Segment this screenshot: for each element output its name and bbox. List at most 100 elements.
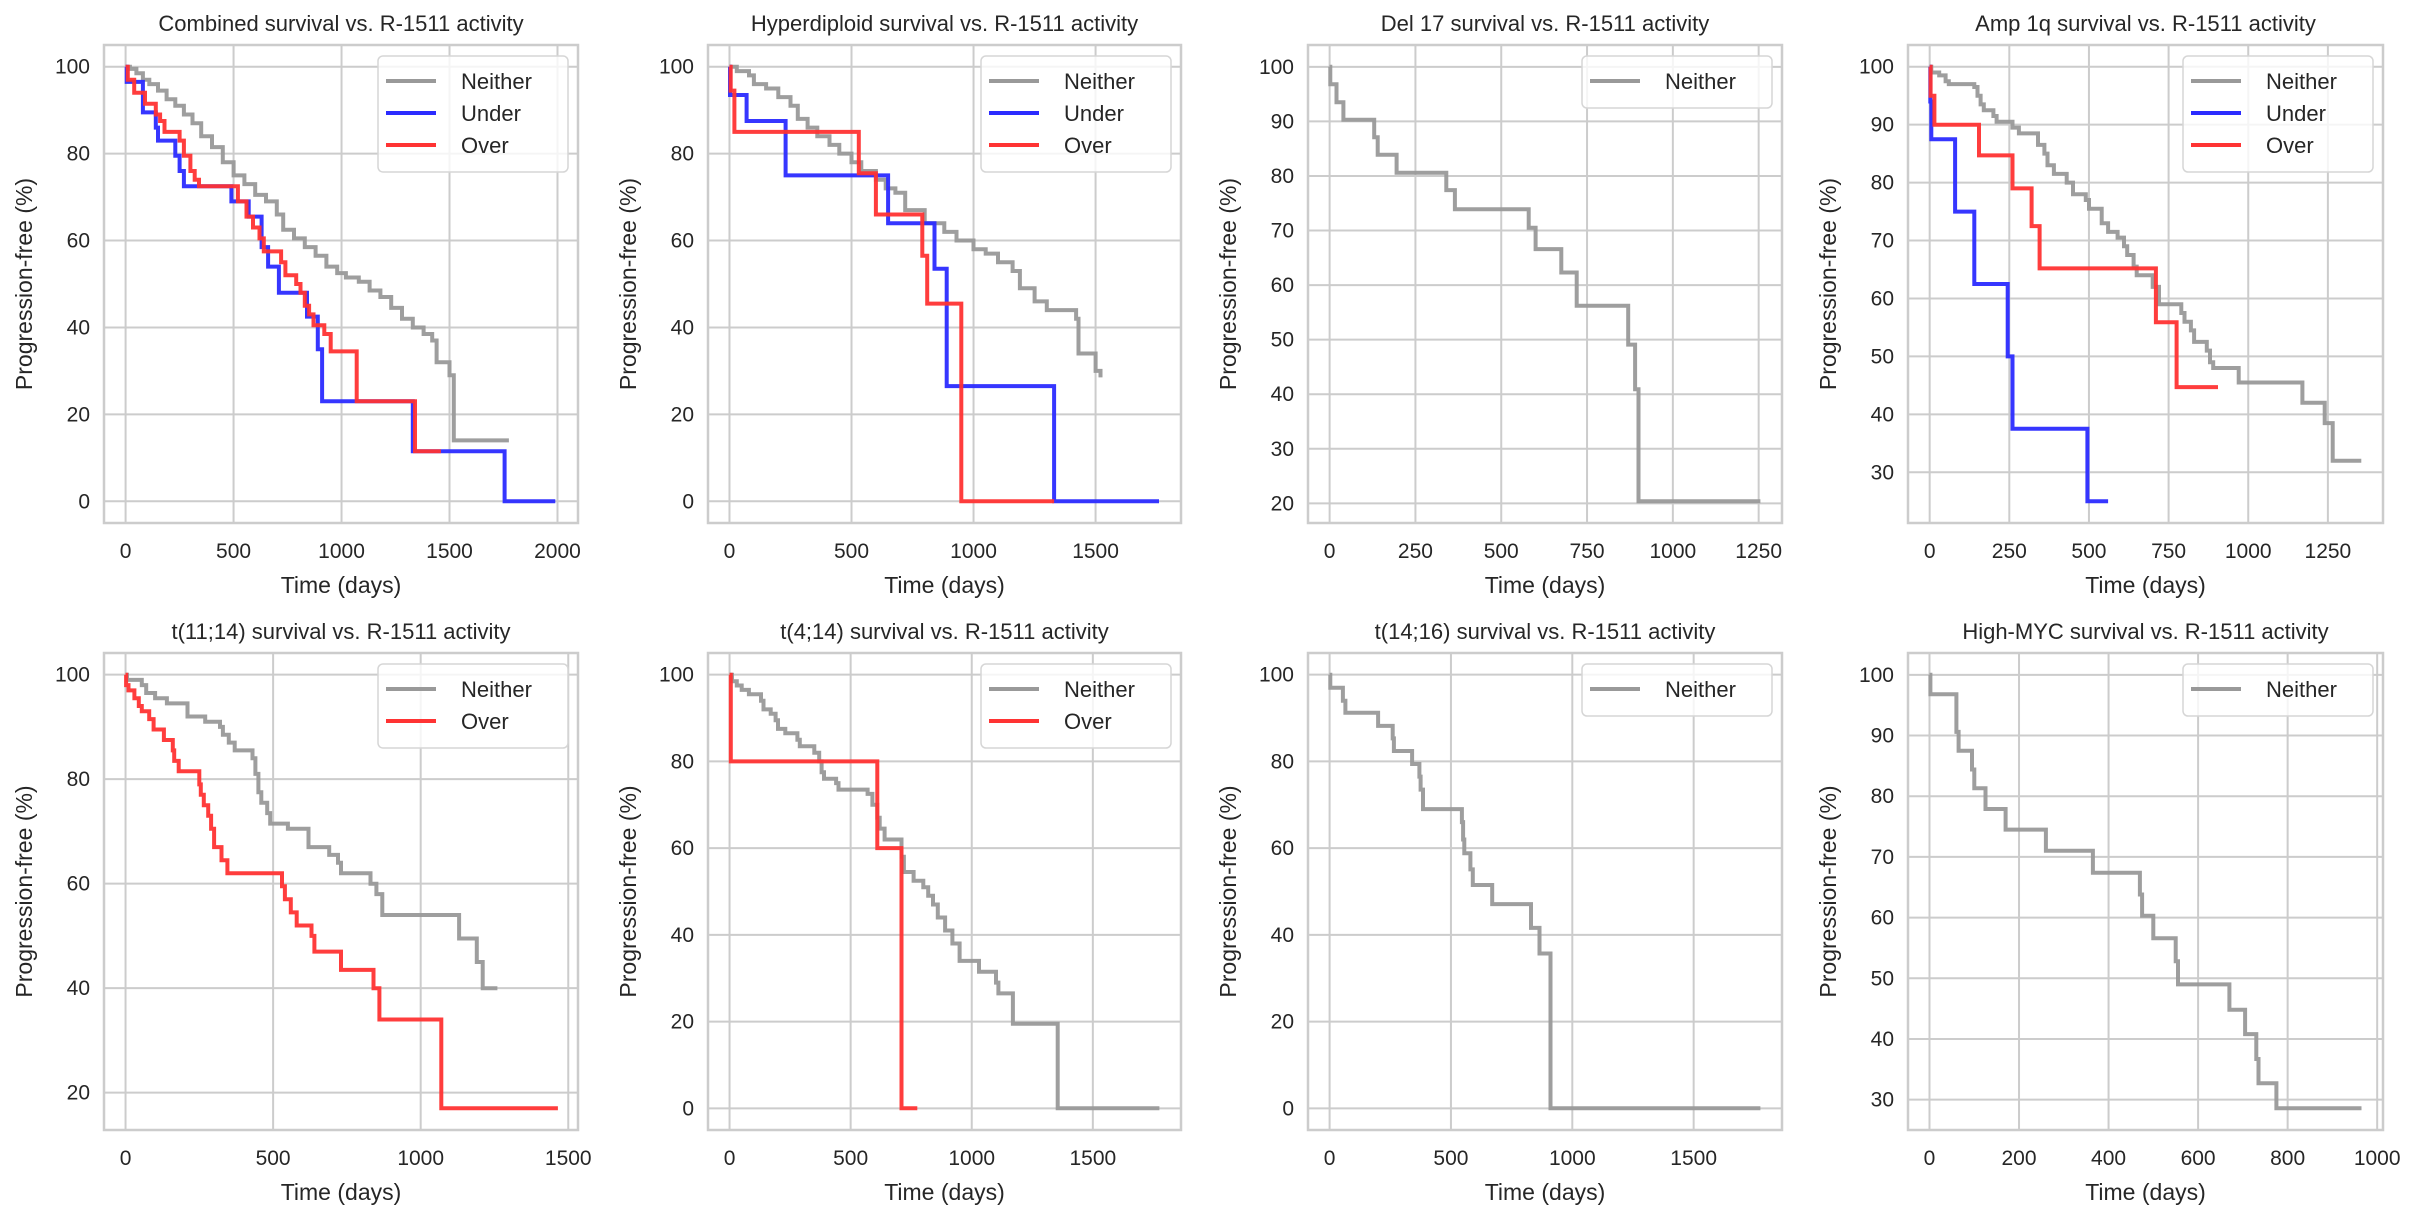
y-tick-label: 60 bbox=[67, 873, 90, 896]
panel-hyperdiploid: 0 500 1000 1500 0 20 40 60 80 100 Hyperdiploid sur… bbox=[615, 11, 1183, 598]
legend-box bbox=[980, 663, 1172, 749]
x-tick-label: 400 bbox=[2091, 1147, 2126, 1170]
x-tick-label: 1000 bbox=[2354, 1147, 2401, 1170]
y-axis-label: Progression-free (%) bbox=[1215, 785, 1241, 997]
x-tick-label: 500 bbox=[1484, 540, 1519, 563]
chart-title: High-MYC survival vs. R-1511 activity bbox=[1962, 619, 2328, 644]
legend: Neither Under Over bbox=[377, 55, 569, 173]
axes-frame bbox=[1906, 43, 2385, 525]
legend-label-neither: Neither bbox=[2266, 69, 2337, 94]
y-tick-label: 80 bbox=[671, 143, 694, 166]
y-tick-label: 40 bbox=[67, 977, 90, 1000]
x-tick-label: 0 bbox=[1324, 540, 1336, 563]
x-tick-label: 1000 bbox=[948, 1147, 995, 1170]
y-tick-label: 60 bbox=[1871, 907, 1894, 930]
x-tick-label: 1500 bbox=[545, 1147, 592, 1170]
y-tick-label: 40 bbox=[671, 316, 694, 339]
y-tick-label: 50 bbox=[1271, 329, 1294, 352]
x-tick-label: 0 bbox=[120, 540, 132, 563]
y-axis-label: Progression-free (%) bbox=[11, 178, 37, 390]
y-axis-label: Progression-free (%) bbox=[1815, 178, 1841, 390]
series-line-neither bbox=[1929, 64, 2362, 463]
x-axis-label: Time (days) bbox=[884, 572, 1005, 598]
y-tick-label: 60 bbox=[1271, 274, 1294, 297]
x-tick-label: 200 bbox=[2002, 1147, 2037, 1170]
y-tick-label: 60 bbox=[1871, 287, 1894, 310]
legend: Neither bbox=[1581, 55, 1773, 109]
y-tick-label: 100 bbox=[659, 56, 694, 79]
y-tick-label: 100 bbox=[55, 56, 90, 79]
legend-label-neither: Neither bbox=[461, 677, 532, 702]
x-axis-label: Time (days) bbox=[1485, 572, 1606, 598]
x-tick-label: 0 bbox=[1924, 1147, 1936, 1170]
series-line-over bbox=[125, 64, 441, 454]
legend-label-neither: Neither bbox=[1064, 69, 1135, 94]
y-tick-label: 60 bbox=[671, 837, 694, 860]
y-tick-label: 90 bbox=[1871, 114, 1894, 137]
series-line-over bbox=[728, 672, 918, 1111]
y-tick-label: 30 bbox=[1871, 1089, 1894, 1112]
x-tick-label: 500 bbox=[1433, 1147, 1468, 1170]
y-tick-label: 80 bbox=[1271, 750, 1294, 773]
chart-title: t(4;14) survival vs. R-1511 activity bbox=[780, 619, 1108, 644]
legend-label-neither: Neither bbox=[461, 69, 532, 94]
chart-title: t(14;16) survival vs. R-1511 activity bbox=[1375, 619, 1716, 644]
panel-amp-1q: 0 250 500 750 1000 1250 30 40 50 60 70 80 90 100 Amp 1… bbox=[1815, 11, 2385, 598]
x-tick-label: 500 bbox=[833, 1147, 868, 1170]
x-axis-label: Time (days) bbox=[281, 572, 402, 598]
y-tick-label: 100 bbox=[1259, 56, 1294, 79]
chart-title: Amp 1q survival vs. R-1511 activity bbox=[1975, 11, 2316, 36]
x-tick-label: 500 bbox=[256, 1147, 291, 1170]
series-line-neither bbox=[1928, 672, 2362, 1111]
legend-box bbox=[2182, 663, 2374, 717]
legend-label-neither: Neither bbox=[2266, 677, 2337, 702]
y-tick-label: 60 bbox=[671, 230, 694, 253]
y-tick-label: 80 bbox=[671, 750, 694, 773]
x-tick-label: 0 bbox=[724, 1147, 736, 1170]
x-tick-label: 2000 bbox=[534, 540, 581, 563]
y-tick-label: 40 bbox=[1871, 403, 1894, 426]
series-line-over bbox=[728, 64, 1055, 504]
legend-label-over: Over bbox=[461, 133, 509, 158]
panel-combined: 0 500 1000 1500 2000 0 20 40 60 80 100 Combined sur… bbox=[11, 11, 581, 598]
y-tick-label: 40 bbox=[1271, 383, 1294, 406]
x-tick-label: 1000 bbox=[2225, 540, 2272, 563]
y-tick-label: 30 bbox=[1271, 438, 1294, 461]
x-tick-label: 750 bbox=[1570, 540, 1605, 563]
x-tick-label: 750 bbox=[2151, 540, 2186, 563]
x-tick-label: 1250 bbox=[1735, 540, 1782, 563]
y-tick-label: 20 bbox=[67, 1082, 90, 1105]
x-tick-label: 800 bbox=[2270, 1147, 2305, 1170]
y-tick-label: 50 bbox=[1871, 345, 1894, 368]
panel-del-17: 0 250 500 750 1000 1250 20 30 40 50 60 70 80 90 100 Del… bbox=[1215, 11, 1784, 598]
legend: Neither bbox=[2182, 663, 2374, 717]
x-axis-label: Time (days) bbox=[2085, 1179, 2206, 1205]
legend: Neither Over bbox=[980, 663, 1172, 749]
x-tick-label: 1000 bbox=[1649, 540, 1696, 563]
legend-box bbox=[377, 663, 569, 749]
series-line-neither bbox=[125, 64, 509, 443]
x-tick-label: 600 bbox=[2181, 1147, 2216, 1170]
y-tick-label: 70 bbox=[1271, 220, 1294, 243]
x-tick-label: 0 bbox=[1924, 540, 1936, 563]
y-tick-label: 20 bbox=[67, 403, 90, 426]
series-line-neither bbox=[125, 672, 498, 991]
x-tick-label: 1000 bbox=[950, 540, 997, 563]
y-axis-label: Progression-free (%) bbox=[1215, 178, 1241, 390]
x-tick-label: 0 bbox=[724, 540, 736, 563]
legend: Neither Under Over bbox=[2182, 55, 2374, 173]
axes-frame bbox=[706, 651, 1183, 1132]
panel-t-4-14: 0 500 1000 1500 0 20 40 60 80 100 t(4;14) survival… bbox=[615, 619, 1183, 1205]
x-tick-label: 250 bbox=[1992, 540, 2027, 563]
x-tick-label: 0 bbox=[120, 1147, 132, 1170]
series-line-neither bbox=[729, 64, 1103, 378]
x-tick-label: 0 bbox=[1324, 1147, 1336, 1170]
series-line-over bbox=[124, 672, 558, 1111]
series-line-under bbox=[124, 64, 556, 504]
x-tick-label: 500 bbox=[216, 540, 251, 563]
chart-title: t(11;14) survival vs. R-1511 activity bbox=[171, 619, 510, 644]
y-tick-label: 100 bbox=[55, 664, 90, 687]
series-line-over bbox=[1928, 64, 2218, 390]
x-tick-label: 1500 bbox=[1069, 1147, 1116, 1170]
axes-frame bbox=[102, 43, 580, 525]
